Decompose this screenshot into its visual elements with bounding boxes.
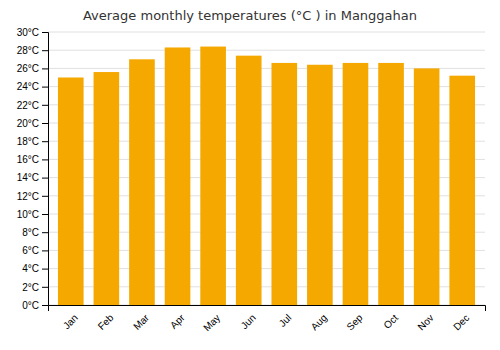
bar — [378, 63, 404, 305]
bar — [200, 47, 226, 305]
x-tick-label: Nov — [415, 312, 435, 332]
y-tick-label: 18°C — [17, 136, 39, 147]
grid-line — [48, 32, 485, 33]
x-tick-label: Aug — [309, 312, 329, 332]
y-tick-mark — [42, 196, 48, 197]
y-tick: 26°C — [17, 63, 48, 74]
y-axis-line — [42, 33, 49, 306]
y-tick-mark — [42, 287, 48, 288]
y-tick-mark — [42, 159, 48, 160]
y-tick: 2°C — [22, 282, 48, 293]
y-tick-mark — [42, 87, 48, 88]
bar — [94, 72, 120, 305]
y-tick-label: 20°C — [17, 118, 39, 129]
x-tick: Jun — [239, 312, 258, 331]
bar — [129, 59, 155, 305]
bar — [58, 78, 84, 306]
bars — [58, 47, 475, 305]
x-tick: Sep — [344, 312, 365, 333]
bar — [414, 68, 440, 305]
y-tick: 12°C — [17, 191, 48, 202]
bar — [307, 65, 333, 305]
x-tick: Jul — [277, 312, 294, 329]
y-tick-mark — [42, 178, 48, 179]
y-tick-mark — [42, 123, 48, 124]
y-tick: 14°C — [17, 172, 48, 183]
y-tick-mark — [42, 250, 48, 251]
x-tick: Aug — [309, 312, 329, 332]
y-tick-label: 26°C — [17, 63, 39, 74]
y-tick-label: 6°C — [22, 245, 39, 256]
x-tick-label: Jun — [239, 312, 258, 331]
y-tick-mark — [42, 50, 48, 51]
y-tick-label: 0°C — [22, 300, 39, 311]
bar — [343, 63, 369, 305]
y-tick: 16°C — [17, 154, 48, 165]
x-tick-label: Mar — [131, 312, 151, 332]
grid — [48, 32, 485, 305]
y-tick: 0°C — [22, 300, 48, 311]
y-tick: 28°C — [17, 45, 48, 56]
y-tick-label: 10°C — [17, 209, 39, 220]
x-axis: Jan Feb Mar Apr May Jun Jul Aug Sep Oct Nov Dec — [49, 306, 486, 334]
y-tick: 20°C — [17, 118, 48, 129]
y-tick: 10°C — [17, 209, 48, 220]
y-tick-label: 2°C — [22, 282, 39, 293]
y-tick-label: 14°C — [17, 172, 39, 183]
plot: 0°C 2°C 4°C 6°C 8°C 10°C 12°C 14°C 16°C 18°C 20°C 2… — [17, 27, 486, 334]
bar — [449, 76, 475, 305]
bar — [271, 63, 297, 305]
x-tick-label: Jan — [61, 312, 80, 331]
x-tick-label: Feb — [96, 312, 116, 332]
y-tick-label: 28°C — [17, 45, 39, 56]
title: Average monthly temperatures (°C ) in Ma… — [83, 8, 417, 23]
y-tick: 22°C — [17, 100, 48, 111]
y-tick: 18°C — [17, 136, 48, 147]
x-tick-label: May — [201, 312, 222, 333]
y-tick: 30°C — [17, 27, 48, 38]
y-tick-mark — [42, 269, 48, 270]
y-tick-mark — [42, 105, 48, 106]
x-tick: Jan — [61, 312, 80, 331]
x-axis-line — [49, 306, 486, 312]
x-tick: Nov — [415, 312, 435, 332]
y-tick-mark — [42, 214, 48, 215]
y-tick-mark — [42, 232, 48, 233]
y-tick-mark — [42, 141, 48, 142]
y-tick-mark — [42, 305, 48, 306]
chart: 0°C 2°C 4°C 6°C 8°C 10°C 12°C 14°C 16°C 18°C 20°C 2… — [0, 0, 500, 350]
y-tick: 24°C — [17, 81, 48, 92]
bar — [236, 56, 262, 305]
y-tick-mark — [42, 68, 48, 69]
x-tick: Apr — [168, 312, 187, 331]
x-tick-label: Oct — [381, 312, 400, 331]
y-tick-label: 24°C — [17, 81, 39, 92]
y-tick: 8°C — [22, 227, 48, 238]
x-tick: Feb — [96, 312, 116, 332]
y-tick-label: 30°C — [17, 27, 39, 38]
x-tick-label: Sep — [344, 312, 365, 333]
y-tick-label: 12°C — [17, 191, 39, 202]
y-tick-label: 4°C — [22, 263, 39, 274]
x-tick: Oct — [381, 312, 400, 331]
y-tick-label: 8°C — [22, 227, 39, 238]
x-tick: May — [201, 312, 222, 333]
y-tick-label: 22°C — [17, 100, 39, 111]
x-tick: Dec — [451, 312, 471, 332]
y-tick-label: 16°C — [17, 154, 39, 165]
x-tick-label: Apr — [168, 312, 187, 331]
y-axis: 0°C 2°C 4°C 6°C 8°C 10°C 12°C 14°C 16°C 18°C 20°C 2… — [17, 27, 49, 311]
x-tick: Mar — [131, 312, 151, 332]
y-tick: 4°C — [22, 263, 48, 274]
x-tick-label: Jul — [277, 312, 294, 329]
grid-line — [48, 50, 485, 51]
x-tick-label: Dec — [451, 312, 471, 332]
bar — [165, 47, 191, 305]
y-tick: 6°C — [22, 245, 48, 256]
y-tick-mark — [42, 32, 48, 33]
